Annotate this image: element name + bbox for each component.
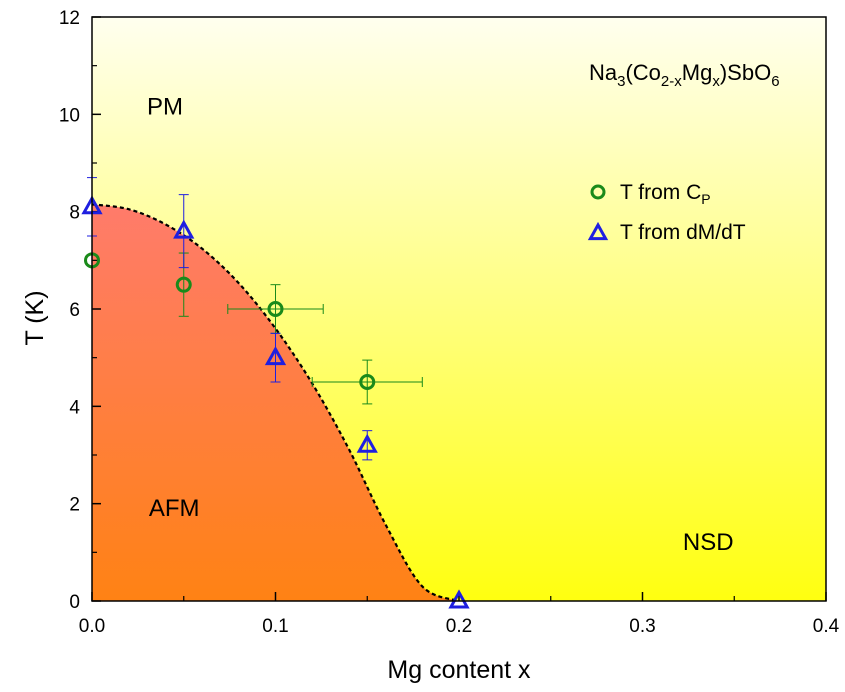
y-tick-label: 0 <box>69 592 80 613</box>
region-label-pm: PM <box>147 93 183 120</box>
x-tick-label: 0.2 <box>446 616 472 637</box>
y-tick-label: 2 <box>69 495 80 516</box>
y-tick-label: 8 <box>69 203 80 224</box>
region-label-nsd: NSD <box>683 529 734 556</box>
triangle-marker <box>173 219 195 239</box>
triangle-marker <box>264 346 287 366</box>
plot-frame <box>91 16 827 602</box>
x-tick-label: 0.3 <box>629 616 655 637</box>
region-label-afm: AFM <box>149 495 200 522</box>
x-axis-title: Mg content x <box>387 656 531 684</box>
y-tick-label: 12 <box>59 8 80 29</box>
phase-boundary-line <box>92 203 460 601</box>
x-tick-label: 0.4 <box>813 616 840 637</box>
legend-circle-marker <box>590 184 606 200</box>
chart-labels: 0.0 0.1 0.2 0.3 0.4 0 2 4 6 8 10 12 PM AFM NSD <box>59 8 840 637</box>
circle-marker <box>267 301 284 317</box>
y-tick-label: 10 <box>59 105 80 126</box>
circle-marker <box>175 276 192 293</box>
x-tick-label: 0.1 <box>262 616 288 637</box>
triangle-marker <box>448 589 470 609</box>
legend-entry-text: T from dM/dT <box>620 221 746 244</box>
y-tick-label: 4 <box>69 397 80 418</box>
circle-marker <box>359 374 376 390</box>
legend-triangle-marker <box>587 221 609 241</box>
compound-formula: Na3(Co2-xMgx)SbO6 <box>589 60 780 90</box>
x-tick-label: 0.0 <box>79 616 105 637</box>
error-bars <box>87 177 423 461</box>
y-tick-label: 6 <box>69 300 80 321</box>
phase-boundary-curve <box>92 203 460 601</box>
y-axis-title: T (K) <box>21 290 49 345</box>
legend-entry-text: T from CP <box>620 181 711 207</box>
legend: T from CP T from dM/dT <box>587 181 746 244</box>
triangle-marker <box>356 433 378 453</box>
